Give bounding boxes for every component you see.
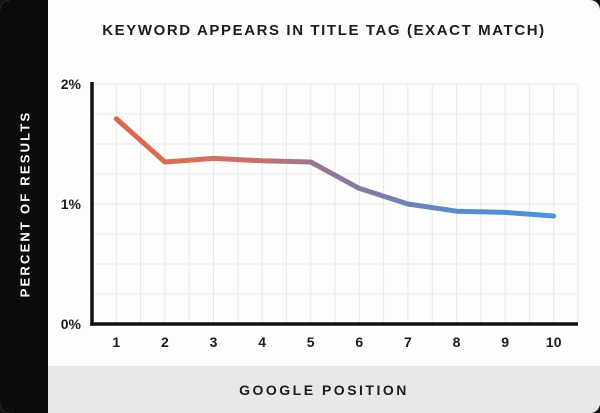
y-axis-band: PERCENT OF RESULTS [0,0,48,413]
chart-title: KEYWORD APPEARS IN TITLE TAG (EXACT MATC… [102,21,546,39]
x-tick-label: 6 [355,334,363,350]
chart-header: KEYWORD APPEARS IN TITLE TAG (EXACT MATC… [48,0,600,60]
x-tick-label: 7 [404,334,412,350]
x-tick-label: 1 [112,334,120,350]
y-tick-label: 2% [61,76,82,92]
x-axis-band: GOOGLE POSITION [48,366,600,413]
x-axis-title: GOOGLE POSITION [239,381,409,398]
x-tick-label: 8 [453,334,461,350]
x-tick-label: 3 [210,334,218,350]
y-tick-label: 0% [61,316,82,332]
data-line [113,116,557,219]
x-tick-label: 2 [161,334,169,350]
x-tick-label: 4 [258,334,266,350]
x-tick-label: 10 [546,334,562,350]
x-tick-label: 5 [307,334,315,350]
x-tick-label: 9 [501,334,509,350]
y-tick-label: 1% [61,196,82,212]
